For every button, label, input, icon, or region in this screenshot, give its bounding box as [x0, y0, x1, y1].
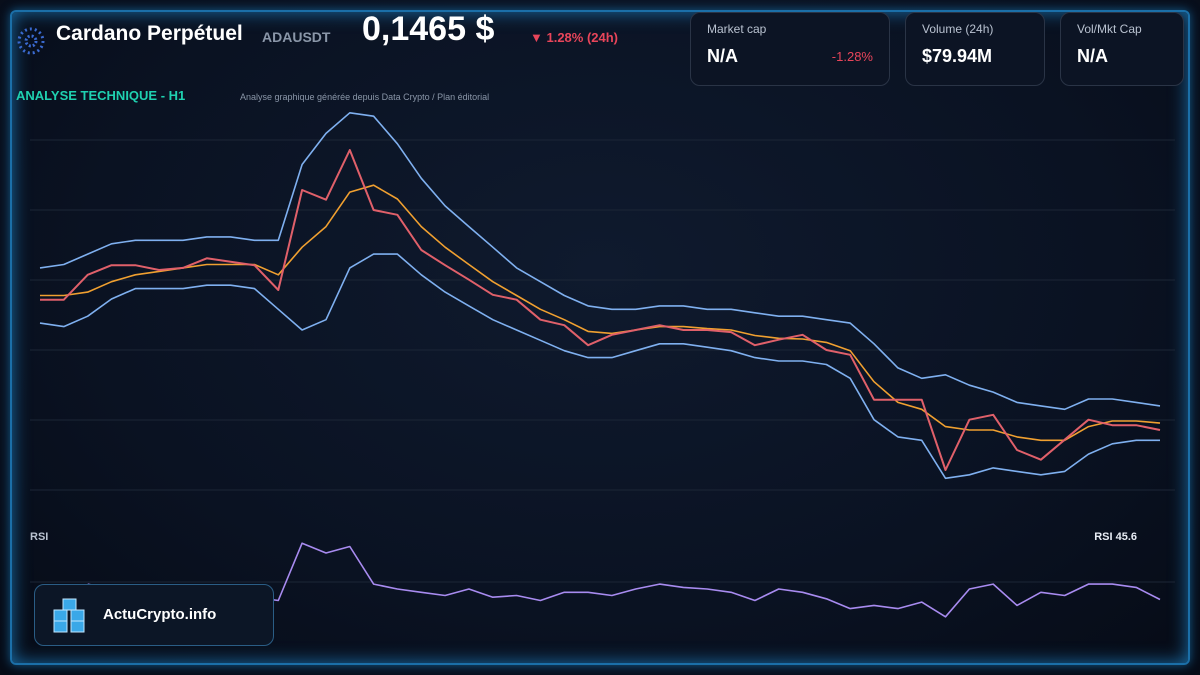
price: 0,1465 $ [362, 10, 495, 48]
stat-card: Volume (24h) $79.94M [905, 12, 1045, 86]
section-title: ANALYSE TECHNIQUE - H1 [16, 88, 186, 103]
stat-value: N/A [1077, 46, 1108, 66]
asset-symbol: ADAUSDT [262, 29, 331, 45]
stat-label: Market cap [707, 22, 767, 36]
brand-badge: ActuCrypto.info [34, 584, 274, 646]
stat-card: Market cap N/A -1.28% [690, 12, 890, 86]
series-line [39, 253, 1160, 480]
cardano-logo [17, 27, 45, 55]
series-line [39, 112, 1161, 411]
grid [30, 139, 1175, 583]
brand-icon [53, 598, 85, 633]
stat-value: $79.94M [922, 46, 993, 66]
series-line [40, 184, 1161, 442]
price-change: ▼ 1.28% (24h) [530, 30, 619, 45]
frame [10, 10, 1190, 665]
section-note: Analyse graphique générée depuis Data Cr… [240, 92, 490, 102]
stat-label: Vol/Mkt Cap [1077, 22, 1142, 36]
rsi-annotation: RSI 45.6 [1094, 531, 1137, 543]
asset-name: Cardano Perpétuel [56, 22, 243, 45]
rsi-title: RSI [30, 531, 48, 543]
brand-name: ActuCrypto.info [103, 606, 217, 623]
stat-label: Volume (24h) [922, 22, 994, 36]
stat-change: -1.28% [831, 49, 873, 64]
stat-card: Vol/Mkt Cap N/A [1060, 12, 1184, 86]
series-line [40, 149, 1161, 471]
stat-value: N/A [707, 46, 738, 66]
